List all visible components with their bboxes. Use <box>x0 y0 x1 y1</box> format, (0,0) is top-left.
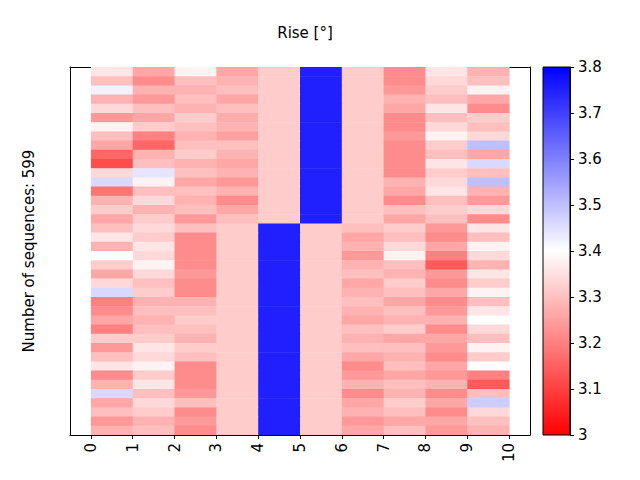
svg-text:0: 0 <box>82 443 100 453</box>
svg-text:3.7: 3.7 <box>578 104 602 122</box>
svg-text:3.4: 3.4 <box>578 242 602 260</box>
svg-text:3: 3 <box>578 426 588 444</box>
svg-text:3: 3 <box>207 443 225 453</box>
svg-text:3.2: 3.2 <box>578 334 602 352</box>
svg-text:5: 5 <box>291 443 309 453</box>
svg-text:4: 4 <box>249 443 267 453</box>
svg-text:9: 9 <box>458 443 476 453</box>
svg-text:1: 1 <box>124 443 142 453</box>
svg-text:3.3: 3.3 <box>578 288 602 306</box>
svg-text:3.8: 3.8 <box>578 58 602 76</box>
svg-text:10: 10 <box>500 443 518 462</box>
svg-text:6: 6 <box>333 443 351 453</box>
svg-text:8: 8 <box>416 443 434 453</box>
svg-text:7: 7 <box>375 443 393 453</box>
svg-text:3.5: 3.5 <box>578 196 602 214</box>
svg-text:3.6: 3.6 <box>578 150 602 168</box>
svg-text:2: 2 <box>166 443 184 453</box>
svg-text:3.1: 3.1 <box>578 380 602 398</box>
svg-text:Number of sequences: 599: Number of sequences: 599 <box>20 150 38 353</box>
svg-text:Rise [°]: Rise [°] <box>277 24 333 42</box>
